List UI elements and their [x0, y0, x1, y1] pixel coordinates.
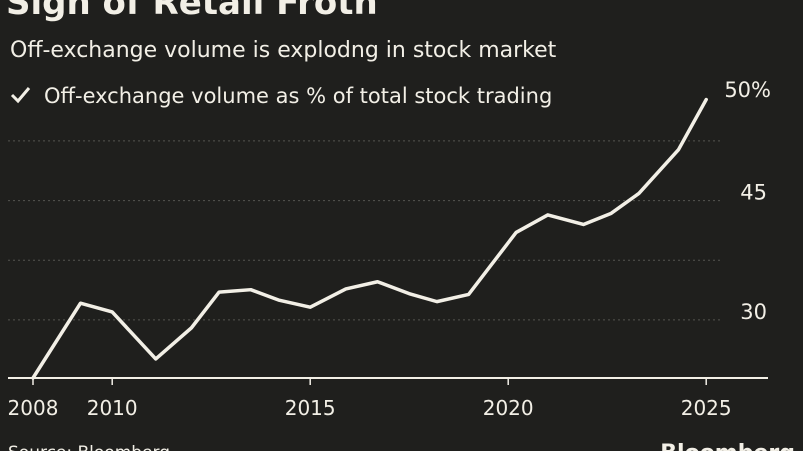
y-tick-label: 45 — [740, 181, 767, 205]
chart-title: Sign of Retail Froth — [6, 0, 378, 23]
data-line — [31, 97, 708, 380]
x-tick-label: 2010 — [87, 396, 138, 420]
x-tick-label: 2008 — [8, 396, 59, 420]
y-tick-label: 30 — [740, 300, 767, 324]
brand: Bloomberg — [660, 441, 795, 451]
legend-check — [10, 87, 31, 104]
x-tick-label: 2015 — [285, 396, 336, 420]
legend-label: Off-exchange volume as % of total stock … — [44, 84, 552, 108]
x-tick-label: 2025 — [681, 396, 732, 420]
chart-subtitle: Off-exchange volume is explodng in stock… — [10, 38, 557, 63]
x-tick-label: 2020 — [483, 396, 534, 420]
source: Source: Bloomberg — [8, 443, 170, 451]
end-label: 50% — [724, 78, 771, 102]
